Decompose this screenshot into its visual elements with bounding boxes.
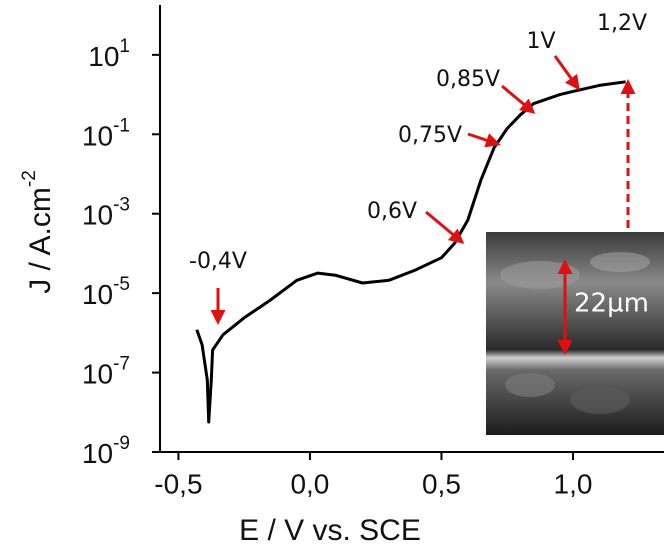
annotation-arrow [501, 84, 536, 114]
sem-texture [505, 373, 555, 397]
y-tick-base: 10 [88, 41, 119, 72]
y-tick-label: 10-3 [82, 195, 130, 231]
y-tick-label: 10-9 [82, 433, 130, 469]
y-tick-base: 10 [82, 280, 113, 311]
sem-texture [500, 261, 580, 289]
annotation-arrow [425, 210, 465, 244]
sem-texture [590, 252, 650, 272]
y-tick-exponent: 1 [119, 36, 130, 57]
y-tick-exponent: -1 [113, 115, 130, 136]
sem-texture [570, 386, 630, 414]
y-tick-exponent: -3 [113, 195, 130, 216]
y-tick-base: 10 [82, 200, 113, 231]
y-axis-title: J / A.cm-2 [19, 170, 57, 294]
y-tick-label: 101 [88, 36, 130, 72]
annotation: -0,4V [189, 249, 247, 274]
y-tick-label: 10-1 [82, 115, 130, 151]
annotation-arrow [467, 132, 501, 148]
annotation: 0,75V [398, 123, 462, 148]
x-tick-label: -0,5 [154, 468, 202, 499]
y-tick-exponent: -9 [113, 433, 130, 454]
y-tick-base: 10 [82, 359, 113, 390]
x-tick-label: 0,0 [290, 468, 329, 499]
annotation: 0,6V [367, 199, 417, 224]
y-tick-exponent: -5 [113, 274, 130, 295]
y-tick-exponent: -7 [113, 354, 130, 375]
x-tick-label: 1,0 [554, 468, 593, 499]
x-tick-label: 0,5 [422, 468, 461, 499]
x-axis-title: E / V vs. SCE [239, 514, 421, 547]
y-axis-title-text: J / A.cm [24, 187, 57, 294]
annotation: 0,85V [436, 67, 500, 92]
annotation: 1,2V [597, 11, 647, 36]
y-axis-title-sup: -2 [19, 170, 40, 187]
annotation-arrow [553, 55, 580, 91]
sem-inset: 22µm [486, 232, 664, 435]
y-tick-label: 10-5 [82, 274, 130, 310]
annotation: 1V [526, 29, 555, 54]
y-tick-label: 10-7 [82, 354, 130, 390]
y-tick-base: 10 [82, 121, 113, 152]
y-tick-base: 10 [82, 438, 113, 469]
inset-label: 22µm [574, 289, 649, 319]
